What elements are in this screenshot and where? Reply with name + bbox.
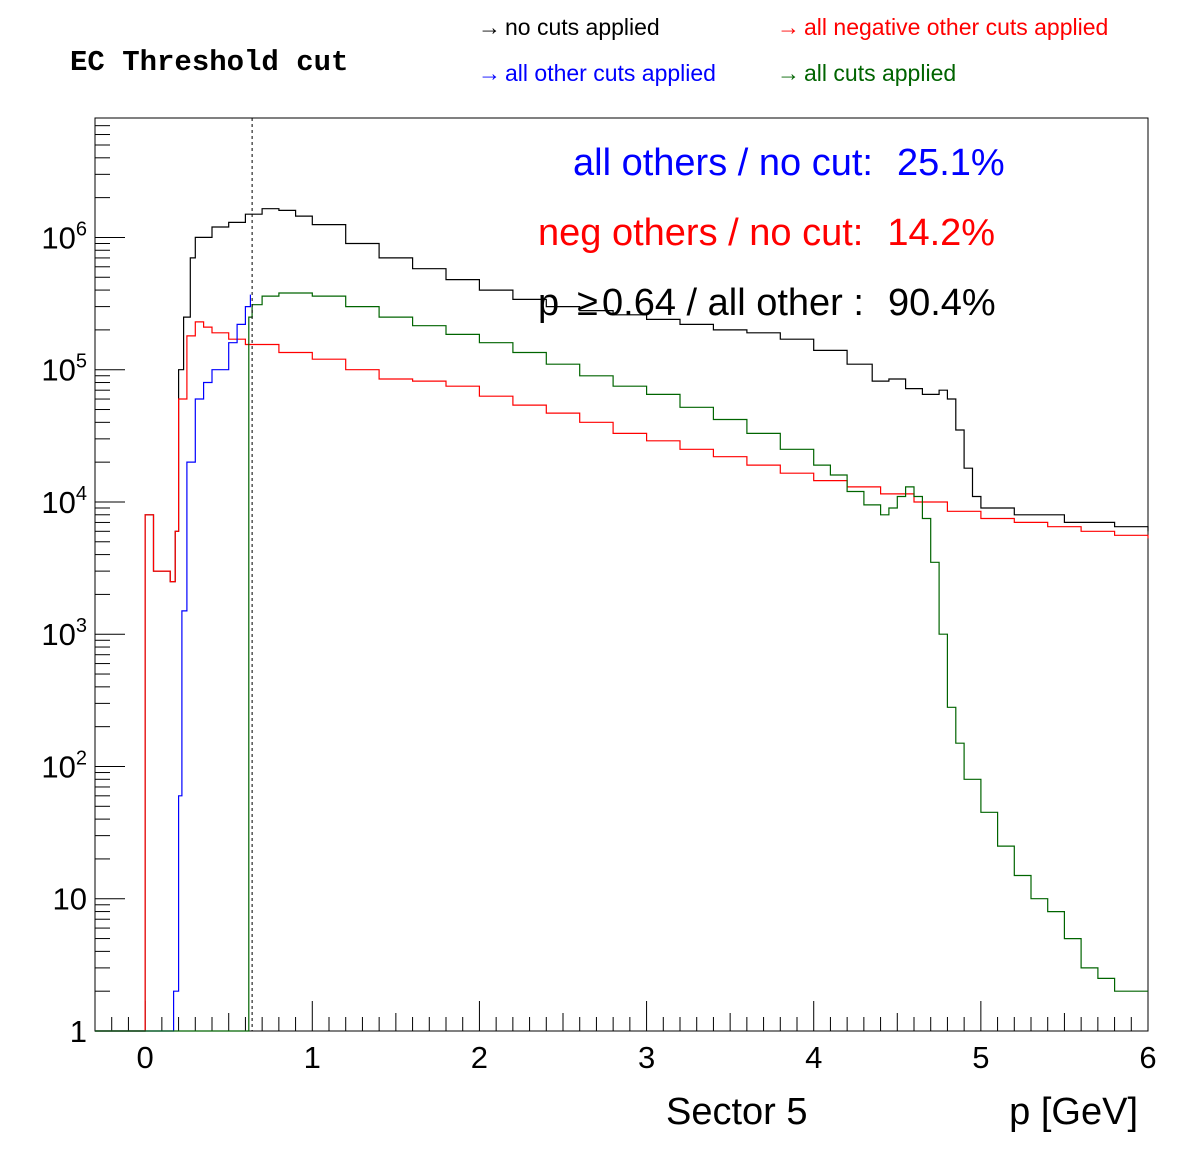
ratio-neg-others-label: neg others / no cut:	[538, 212, 863, 254]
legend-arrow: →	[777, 14, 800, 40]
axis-ticks	[94, 117, 1149, 1032]
ratio-p-cut-label: 0.64 / all other :	[602, 282, 864, 324]
x-tick-label: 2	[471, 1040, 488, 1075]
svg-text:→all negative other cuts appli: → all negative other cuts applied	[777, 14, 1108, 40]
ratio-p-cut: p ≥0.64 / all other : 90.4%	[538, 282, 996, 324]
x-tick-label: 4	[805, 1040, 822, 1075]
x-axis-label: p [GeV]	[1009, 1091, 1138, 1133]
legend-arrow: →	[777, 60, 800, 86]
ratio-all-others: all others / no cut: 25.1%	[573, 142, 1005, 184]
svg-text:→no cuts applied: → no cuts applied	[478, 14, 660, 40]
legend-label: all cuts applied	[804, 60, 956, 86]
legend-label: all other cuts applied	[505, 60, 716, 86]
ratio-neg-others-value: 14.2%	[887, 212, 995, 254]
y-tick-label: 1	[70, 1014, 87, 1049]
ratio-ge-symbol: ≥	[577, 282, 598, 324]
legend-entry-negative-other-cuts: → all negative other cuts applied	[777, 14, 1108, 40]
y-tick-label: 105	[41, 351, 87, 388]
y-tick-label: 102	[41, 747, 87, 784]
svg-text:→all other cuts applied: → all other cuts applied	[478, 60, 716, 86]
legend-arrow: →	[478, 60, 501, 86]
series-no-cuts	[95, 208, 1149, 1032]
y-tick-label: 103	[41, 615, 87, 652]
legend-entry-all-cuts: → all cuts applied	[777, 60, 956, 86]
plot-title: EC Threshold cut	[70, 46, 348, 79]
x-tick-label: 0	[137, 1040, 154, 1075]
series-layer	[95, 208, 1149, 1032]
series-negative-other-cuts	[95, 321, 1149, 1032]
y-tick-label: 10	[53, 882, 87, 917]
y-tick-label: 104	[41, 483, 87, 520]
x-tick-label: 5	[972, 1040, 989, 1075]
ratio-neg-others: neg others / no cut: 14.2%	[538, 212, 995, 254]
legend-entry-no-cuts: → no cuts applied	[478, 14, 660, 40]
ratio-p-cut-value: 90.4%	[888, 282, 996, 324]
series-other-cuts	[95, 294, 251, 1032]
legend-label: no cuts applied	[505, 14, 660, 40]
x-tick-label: 1	[304, 1040, 321, 1075]
tick-labels: 0 1 2 3 4 5 6 1 10 102 103 104 105 106	[41, 218, 1156, 1075]
legend: → no cuts applied → all negative other cut…	[478, 14, 1108, 86]
plot-frame	[94, 117, 1149, 1032]
svg-text:→all cuts applied: → all cuts applied	[777, 60, 956, 86]
ratio-annotations: all others / no cut: 25.1% neg others / n…	[538, 142, 1005, 324]
x-tick-label: 3	[638, 1040, 655, 1075]
series-all-cuts	[95, 292, 1148, 1032]
ratio-all-others-label: all others / no cut:	[573, 142, 873, 184]
legend-arrow: →	[478, 14, 501, 40]
sector-label: Sector 5	[666, 1091, 808, 1133]
y-tick-label: 106	[41, 218, 87, 255]
x-tick-label: 6	[1139, 1040, 1156, 1075]
ratio-all-others-value: 25.1%	[897, 142, 1005, 184]
ratio-p-symbol: p	[538, 282, 559, 324]
legend-label: all negative other cuts applied	[804, 14, 1108, 40]
legend-entry-other-cuts: → all other cuts applied	[478, 60, 716, 86]
